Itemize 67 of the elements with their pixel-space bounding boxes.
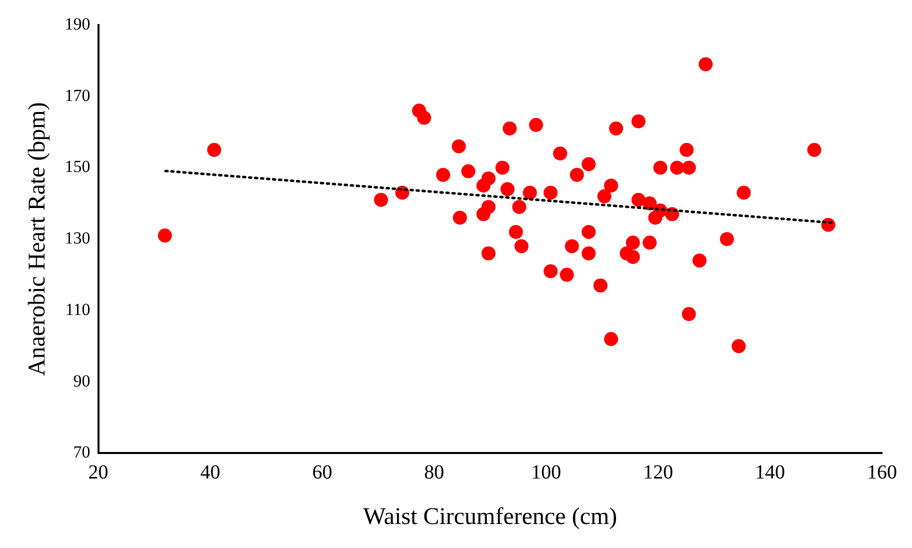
point xyxy=(512,200,526,214)
y-tick-label: 70 xyxy=(73,442,90,462)
point xyxy=(597,189,612,204)
point xyxy=(582,246,596,260)
point xyxy=(720,232,734,246)
point xyxy=(582,224,596,239)
point xyxy=(698,57,713,72)
x-tick-label: 160 xyxy=(867,461,897,484)
point xyxy=(417,110,432,125)
point xyxy=(570,168,584,182)
y-tick-label: 170 xyxy=(64,86,90,105)
point xyxy=(582,157,596,172)
point xyxy=(736,186,751,200)
x-tick-label: 80 xyxy=(424,461,444,484)
point xyxy=(481,200,496,214)
point xyxy=(692,254,707,268)
y-tick-label: 150 xyxy=(64,157,90,176)
point xyxy=(452,139,466,154)
point xyxy=(653,160,668,175)
point xyxy=(508,224,523,239)
point xyxy=(682,307,696,322)
point xyxy=(158,228,172,243)
point xyxy=(807,142,822,157)
point xyxy=(670,160,684,175)
point xyxy=(648,210,662,225)
x-tick-label: 140 xyxy=(755,461,786,484)
y-tick-label: 90 xyxy=(73,371,90,390)
point xyxy=(609,121,624,136)
point xyxy=(522,186,537,200)
point xyxy=(626,250,640,264)
point xyxy=(529,118,544,132)
point xyxy=(682,160,696,175)
x-tick-label: 40 xyxy=(200,461,220,484)
point xyxy=(626,236,640,250)
y-tick-label: 190 xyxy=(64,14,90,34)
point xyxy=(514,239,528,254)
point xyxy=(604,178,618,193)
point xyxy=(560,268,574,282)
x-axis-title: Waist Circumference (cm) xyxy=(363,504,618,530)
x-tick-label: 120 xyxy=(643,461,674,484)
point xyxy=(461,164,476,178)
y-axis-title: Anaerobic Heart Rate (bpm) xyxy=(24,102,51,376)
point xyxy=(544,186,558,200)
point xyxy=(481,246,496,260)
point xyxy=(642,236,657,250)
x-tick-label: 100 xyxy=(531,461,562,484)
point xyxy=(481,171,496,186)
point xyxy=(553,146,568,160)
point xyxy=(452,210,467,225)
point xyxy=(631,192,646,207)
point xyxy=(593,278,608,292)
x-tick-label: 20 xyxy=(88,461,108,484)
y-tick-label: 110 xyxy=(65,300,90,319)
point xyxy=(500,182,515,196)
point xyxy=(207,142,222,157)
point xyxy=(732,339,746,354)
y-tick-label: 130 xyxy=(64,228,90,248)
point xyxy=(374,192,388,207)
point xyxy=(495,160,510,175)
point xyxy=(436,168,450,182)
x-tick-label: 60 xyxy=(312,461,332,484)
point xyxy=(604,332,618,346)
point xyxy=(502,121,517,136)
point xyxy=(544,264,558,278)
point xyxy=(680,142,694,157)
point xyxy=(564,239,579,254)
point xyxy=(631,114,646,128)
